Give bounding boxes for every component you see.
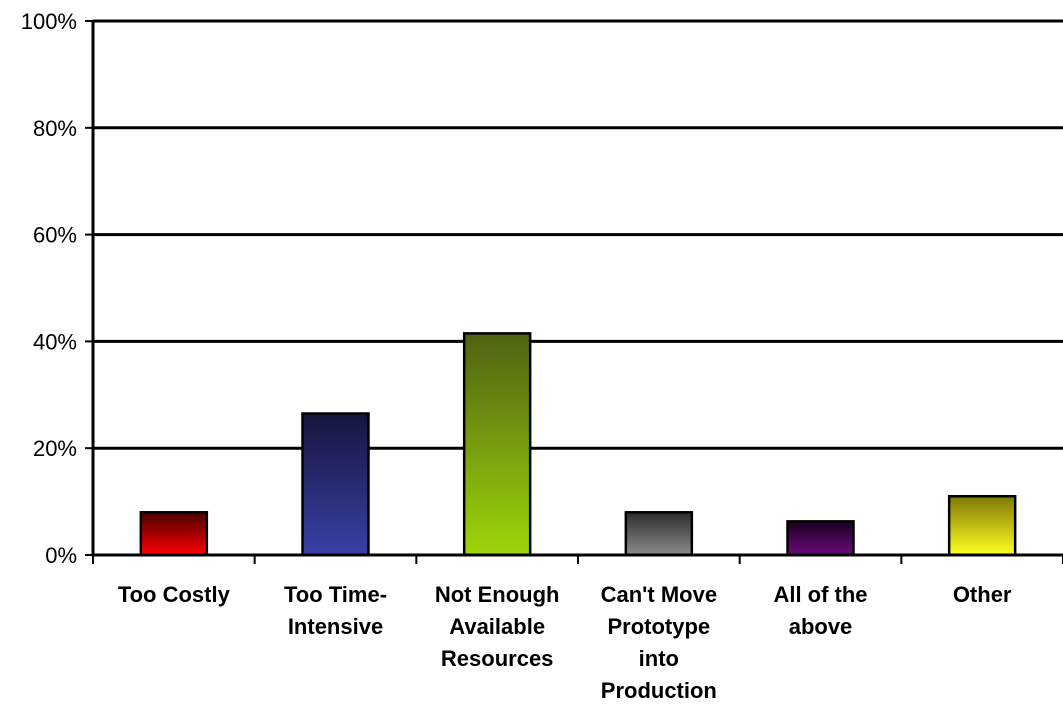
- axes: [91, 21, 1063, 564]
- y-tick-label: 40%: [33, 329, 77, 354]
- y-tick-label: 20%: [33, 436, 77, 461]
- x-category-label: Other: [953, 582, 1012, 607]
- bar: [139, 511, 209, 557]
- x-category-label: All of the above: [773, 582, 867, 639]
- bar: [301, 412, 370, 557]
- y-tick-label: 60%: [33, 223, 77, 248]
- y-tick-label: 80%: [33, 116, 77, 141]
- gridlines: [93, 19, 1063, 450]
- x-category-label: Too Costly: [118, 582, 231, 607]
- y-tick-label: 100%: [21, 9, 77, 34]
- y-tick-label: 0%: [45, 543, 77, 568]
- bars: [139, 332, 1017, 557]
- bar: [786, 520, 855, 557]
- x-category-label: Can't Move Prototype into Production: [601, 582, 717, 703]
- x-category-label: Too Time-Intensive: [284, 582, 387, 639]
- y-axis-ticks: 0% 20% 40% 60% 80% 100%: [21, 9, 93, 568]
- x-axis-categories: Too Costly Too Time-Intensive Not Enough Av…: [118, 582, 1012, 703]
- bar: [947, 495, 1017, 557]
- bar: [624, 511, 694, 557]
- bar: [462, 332, 532, 557]
- x-category-label: Not Enough Available Resources: [435, 582, 560, 671]
